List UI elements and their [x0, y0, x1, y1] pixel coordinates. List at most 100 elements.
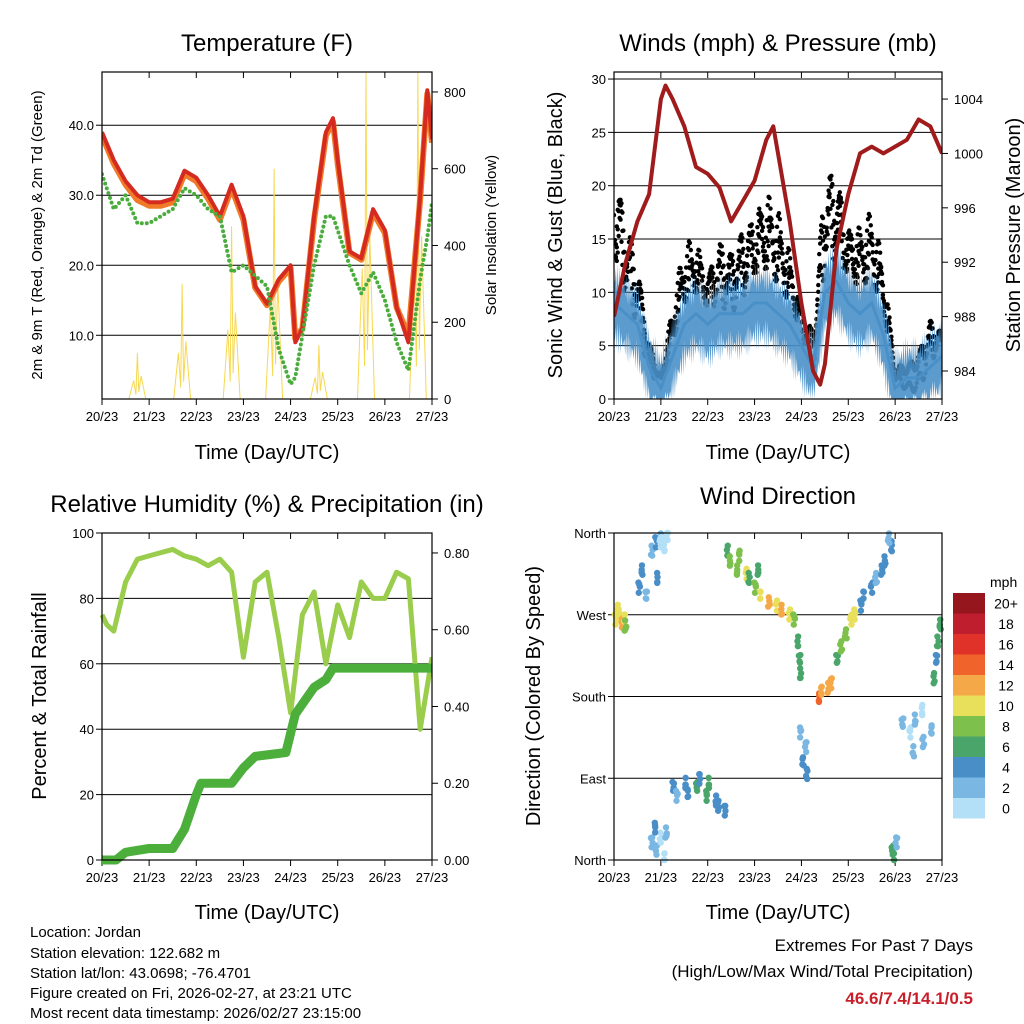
gust-point	[847, 228, 852, 233]
colorbar-label: 20+	[994, 595, 1018, 611]
gust-point	[618, 197, 623, 203]
humidity-ylabel: Percent & Total Rainfall	[29, 592, 51, 800]
y2-tick-label: 1004	[954, 92, 983, 107]
wind-direction-point	[705, 774, 712, 782]
gust-point	[749, 252, 754, 258]
wind-direction-point	[736, 547, 743, 554]
x-tick-label: 23/23	[227, 409, 260, 424]
x-tick-label: 21/23	[133, 409, 166, 424]
wind-direction-point	[621, 617, 629, 624]
gust-point	[772, 255, 777, 261]
x-tick-label: 26/23	[369, 409, 402, 424]
x-tick-label: 20/23	[598, 870, 631, 885]
temperature-title: Temperature (F)	[181, 30, 353, 57]
wind-direction-point	[910, 753, 918, 760]
y2-tick-label: 0.00	[444, 853, 469, 868]
gust-point	[848, 233, 854, 238]
gust-point	[831, 198, 836, 204]
wind-direction-point	[715, 804, 723, 811]
colorbar-swatch	[953, 593, 985, 614]
gust-point	[782, 272, 787, 278]
gust-point	[760, 244, 766, 249]
wind-direction-point	[828, 685, 835, 692]
info-created: Figure created on Fri, 2026-02-27, at 23…	[30, 985, 352, 1002]
humidity-title: Relative Humidity (%) & Precipitation (i…	[50, 491, 483, 518]
gust-point	[824, 225, 829, 230]
wind-direction-point	[721, 812, 729, 819]
wind-direction-point	[796, 734, 804, 741]
gust-point	[764, 218, 769, 223]
wind-direction-point	[879, 569, 886, 576]
x-tick-label: 23/23	[227, 870, 260, 885]
wind-direction-point	[696, 770, 703, 778]
wind-direction-point	[703, 797, 710, 804]
solar-insolation-spike	[128, 352, 147, 399]
gust-point	[765, 239, 770, 244]
colorbar-label: 0	[1002, 800, 1010, 816]
gust-point	[639, 302, 645, 307]
gust-point	[639, 295, 645, 301]
y2-tick-label: 1000	[954, 146, 983, 161]
gust-point	[868, 223, 873, 228]
gust-point	[739, 270, 744, 275]
wind-direction-point	[794, 638, 801, 645]
gust-point	[866, 252, 872, 257]
wind-direction-point	[884, 537, 892, 544]
wind-direction-title: Wind Direction	[700, 483, 856, 510]
gust-point	[754, 270, 759, 275]
gust-point	[741, 264, 746, 270]
gust-point	[825, 232, 830, 237]
gust-point	[853, 257, 858, 262]
colorbar-label: 10	[998, 698, 1014, 714]
wind-direction-point	[799, 755, 806, 763]
wind-direction-point	[858, 601, 865, 608]
colorbar-swatch	[953, 634, 985, 655]
wind-direction-point	[638, 569, 645, 576]
gust-point	[739, 239, 744, 244]
temperature-xlabel: Time (Day/UTC)	[195, 442, 340, 464]
gust-point	[816, 282, 821, 288]
gust-point	[874, 249, 879, 255]
colorbar-swatch	[953, 613, 985, 634]
gust-point	[888, 327, 893, 333]
wind-direction-point	[757, 595, 764, 602]
wind-direction-point	[872, 579, 879, 587]
gust-point	[614, 245, 620, 250]
gust-point	[774, 277, 780, 282]
x-tick-label: 26/23	[369, 870, 402, 885]
gust-point	[830, 202, 835, 208]
gust-point	[679, 270, 684, 275]
gust-point	[763, 235, 769, 240]
info-latlon: Station lat/lon: 43.0698; -76.4701	[30, 965, 251, 982]
solar-insolation-spike	[222, 226, 241, 399]
colorbar-swatch	[953, 716, 985, 737]
gust-point	[870, 242, 875, 248]
wind-direction-point	[751, 589, 759, 596]
gust-point	[619, 201, 624, 206]
wind-direction-point	[693, 787, 701, 794]
wind-direction-point	[851, 606, 858, 613]
wind-direction-point	[893, 844, 900, 851]
info-timestamp: Most recent data timestamp: 2026/02/27 2…	[30, 1005, 361, 1022]
gust-point	[870, 250, 875, 255]
gust-point	[828, 206, 833, 212]
colorbar-label: 6	[1002, 739, 1010, 755]
gust-point	[769, 216, 774, 222]
gust-point	[856, 263, 861, 269]
gust-point	[858, 233, 863, 238]
wind-direction-point	[918, 709, 926, 716]
y2-tick-label: 0.60	[444, 623, 469, 638]
y2-tick-label: 0.40	[444, 699, 469, 714]
y-tick-label: 30.0	[69, 188, 94, 203]
gust-point	[615, 227, 620, 232]
gust-point	[621, 228, 626, 233]
wind-direction-point	[635, 589, 642, 596]
x-tick-label: 22/23	[691, 409, 724, 424]
wind-direction-panel: North East South West North 20/23 21/23 22/23 23…	[572, 526, 1018, 885]
colorbar-swatch	[953, 695, 985, 716]
y2-tick-label: 988	[954, 310, 976, 325]
wind-direction-point	[757, 588, 764, 595]
gust-point	[757, 206, 762, 211]
wind-direction-point	[653, 851, 660, 858]
solar-insolation-spike	[173, 283, 192, 399]
